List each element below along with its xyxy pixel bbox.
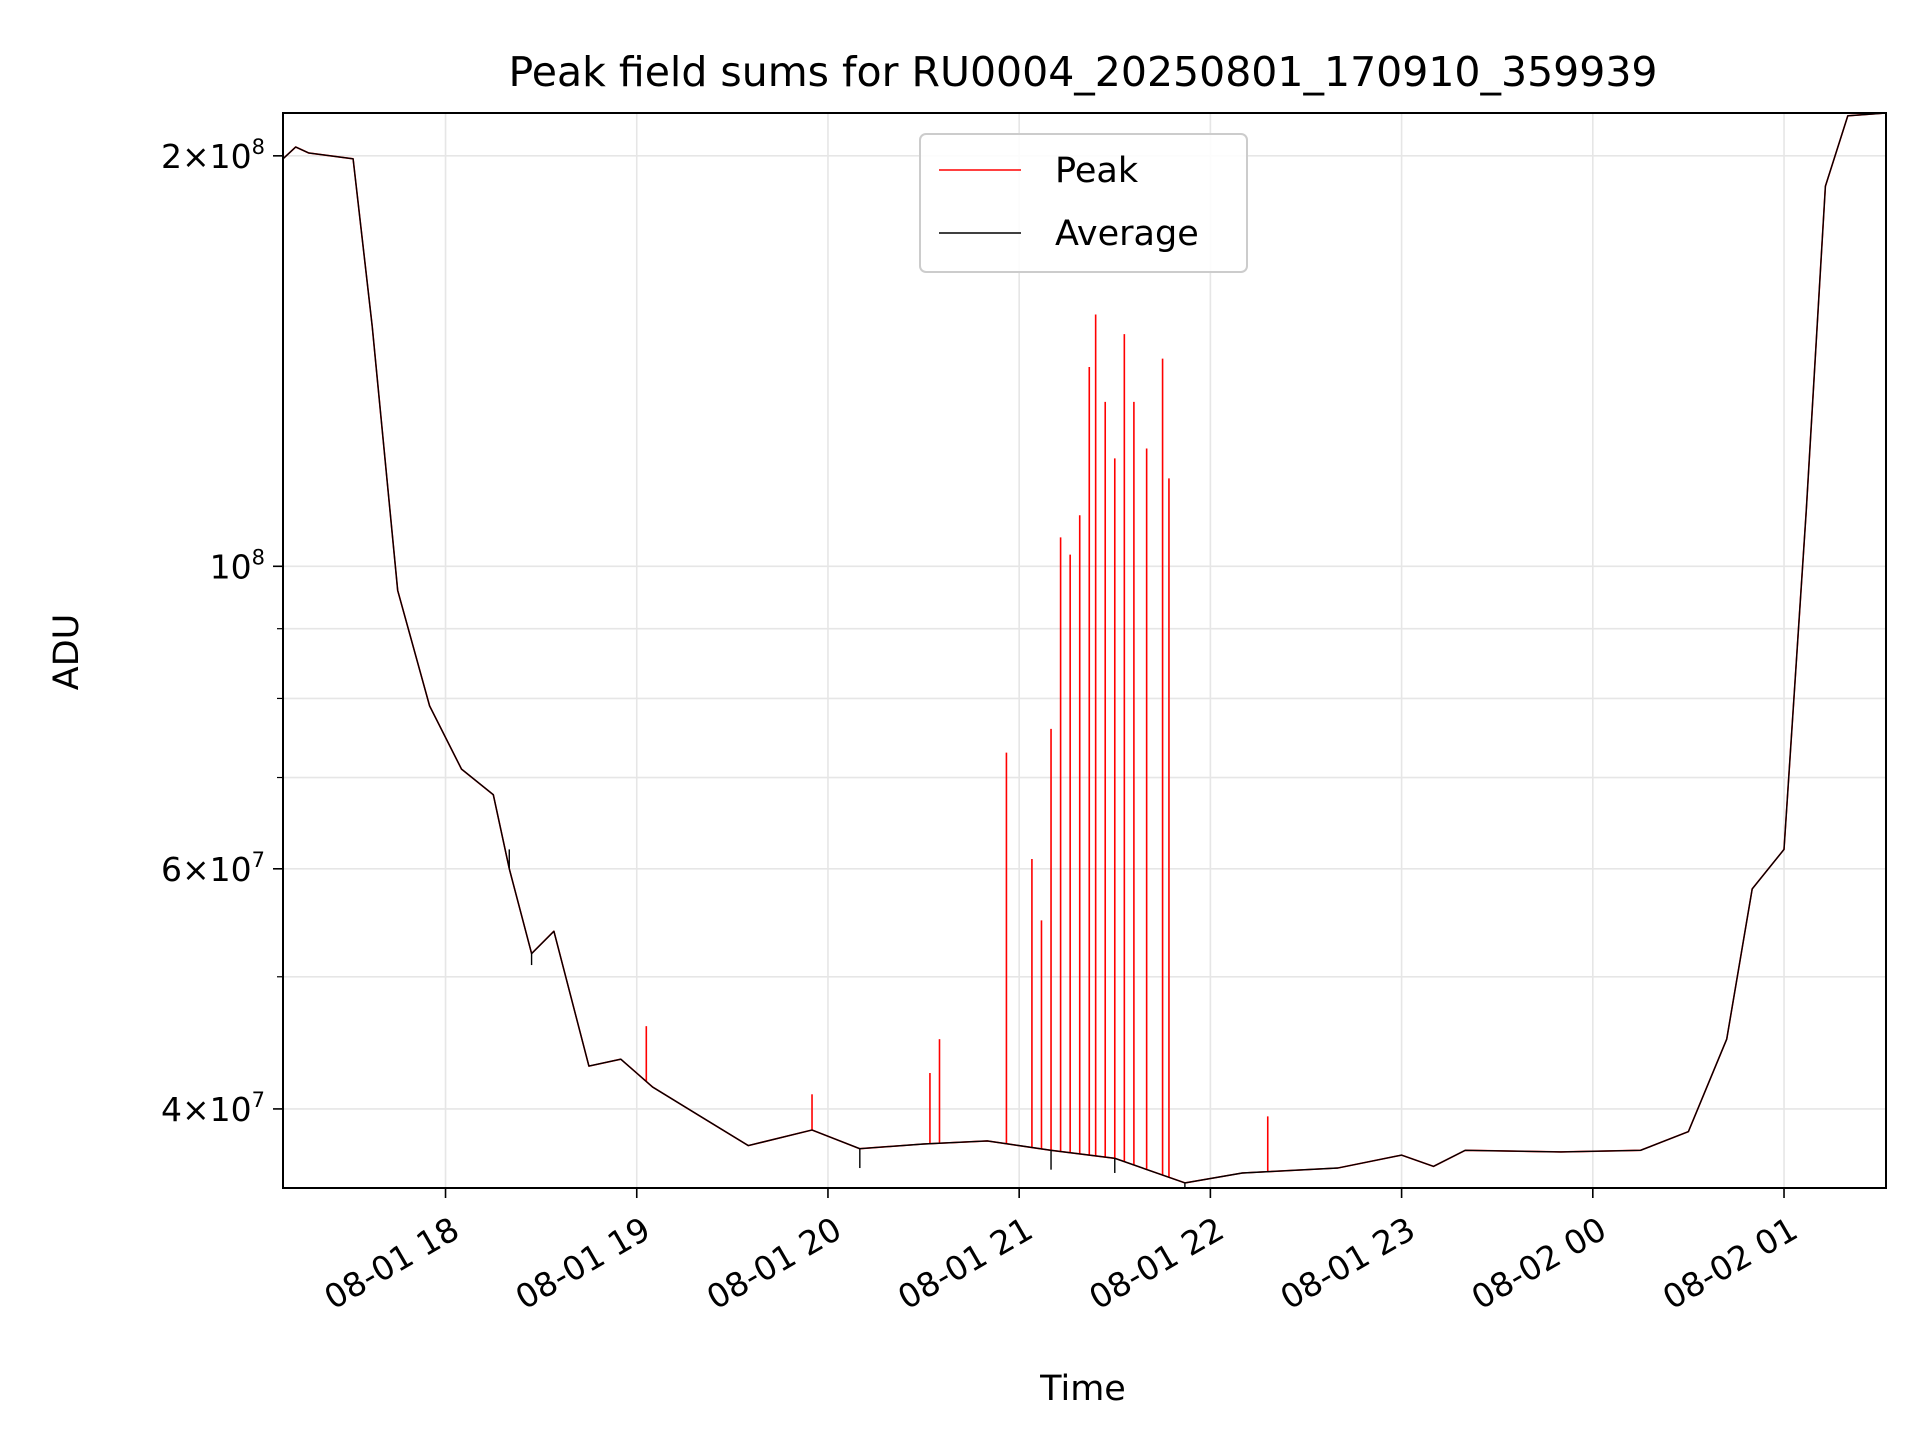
y-axis-ticks: 4×107 6×107 108 2×108 (161, 135, 283, 1129)
y-tick-label: 6×107 (161, 848, 265, 889)
legend-label-average: Average (1055, 214, 1199, 254)
x-axis-label: Time (1039, 1369, 1126, 1409)
y-tick-label: 4×107 (161, 1088, 265, 1129)
plot-frame (282, 112, 1887, 1189)
series-layer (283, 113, 1886, 1188)
legend-box (919, 133, 1248, 273)
grid (283, 113, 1886, 1188)
y-tick-label: 108 (210, 545, 265, 586)
y-axis-label: ADU (47, 614, 87, 691)
legend: Peak Average (919, 133, 1248, 273)
plot-area (282, 112, 1887, 1189)
chart-title: Peak field sums for RU0004_20250801_1709… (508, 48, 1657, 96)
plot-background (283, 113, 1886, 1188)
legend-label-peak: Peak (1055, 151, 1139, 191)
y-tick-label: 2×108 (161, 135, 265, 176)
series-line-average (283, 113, 1886, 1184)
